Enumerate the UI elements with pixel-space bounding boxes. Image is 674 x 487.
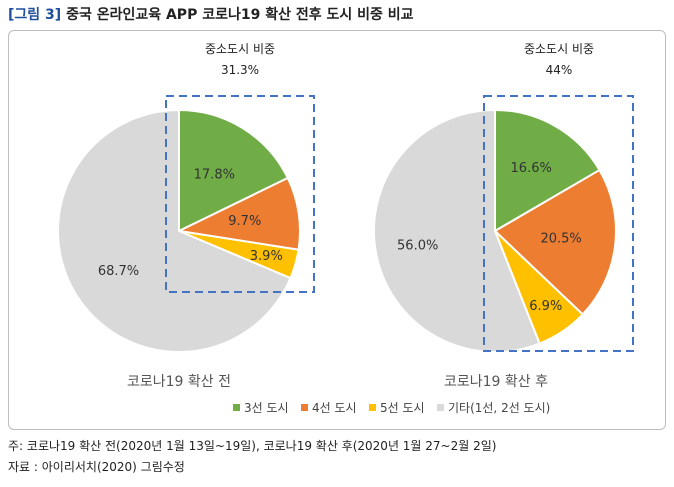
highlight-box-after — [483, 95, 634, 352]
legend-swatch-tier4 — [301, 404, 308, 411]
figure-label: [그림 3] — [8, 7, 62, 23]
legend-swatch-other — [437, 404, 444, 411]
pie-slice-other-before — [57, 108, 292, 353]
annotation-value-after: 44% — [546, 63, 573, 77]
legend-swatch-tier5 — [369, 404, 376, 411]
pie-label-tier5-after: 6.9% — [529, 299, 562, 314]
legend-swatch-tier3 — [233, 404, 240, 411]
pie-charts: 중소도시 비중 31.3% 중소도시 비중 44% 17.8% 9.7% 3.9% 6… — [57, 42, 634, 415]
pie-slice-other-after — [372, 108, 541, 353]
legend-label-other: 기타(1선, 2선 도시) — [448, 401, 550, 415]
pie-label-tier4-after: 20.5% — [540, 232, 581, 247]
pie-slice-tier4-after — [493, 168, 617, 316]
figure-title-text: 중국 온라인교육 APP 코로나19 확산 전후 도시 비중 비교 — [66, 7, 414, 23]
source-note: 자료 : 아이리서치(2020) 그림수정 — [8, 460, 185, 474]
pie-label-tier3-before: 17.8% — [194, 168, 235, 183]
pie-title-before: 코로나19 확산 전 — [127, 374, 231, 390]
pie-after: 16.6% 20.5% 6.9% 56.0% — [372, 108, 617, 353]
pie-label-other-before: 68.7% — [98, 264, 139, 279]
annotation-label-after: 중소도시 비중 — [524, 42, 594, 56]
legend-label-tier5: 5선 도시 — [380, 401, 425, 415]
figure-title: [그림 3] 중국 온라인교육 APP 코로나19 확산 전후 도시 비중 비교 — [8, 4, 414, 24]
pie-label-other-after: 56.0% — [397, 239, 438, 254]
chart-frame: 중소도시 비중 31.3% 중소도시 비중 44% 17.8% 9.7% 3.9% 6… — [8, 30, 666, 430]
annotation-label-before: 중소도시 비중 — [205, 42, 275, 56]
annotation-value-before: 31.3% — [221, 63, 259, 77]
pie-label-tier5-before: 3.9% — [250, 249, 283, 264]
pie-slice-tier3-after — [494, 108, 601, 233]
highlight-box-before — [165, 95, 315, 293]
legend-label-tier4: 4선 도시 — [312, 401, 357, 415]
pie-label-tier3-after: 16.6% — [511, 161, 552, 176]
legend: 3선 도시 4선 도시 5선 도시 기타(1선, 2선 도시) — [233, 401, 550, 415]
legend-label-tier3: 3선 도시 — [244, 401, 289, 415]
pie-slice-tier3-before — [178, 108, 290, 233]
pie-label-tier4-before: 9.7% — [228, 214, 261, 229]
pie-title-after: 코로나19 확산 후 — [444, 374, 548, 390]
pie-slice-tier4-before — [175, 176, 301, 251]
footnote: 주: 코로나19 확산 전(2020년 1월 13일~19일), 코로나19 확… — [8, 439, 497, 453]
pie-before: 17.8% 9.7% 3.9% 68.7% — [57, 108, 301, 353]
